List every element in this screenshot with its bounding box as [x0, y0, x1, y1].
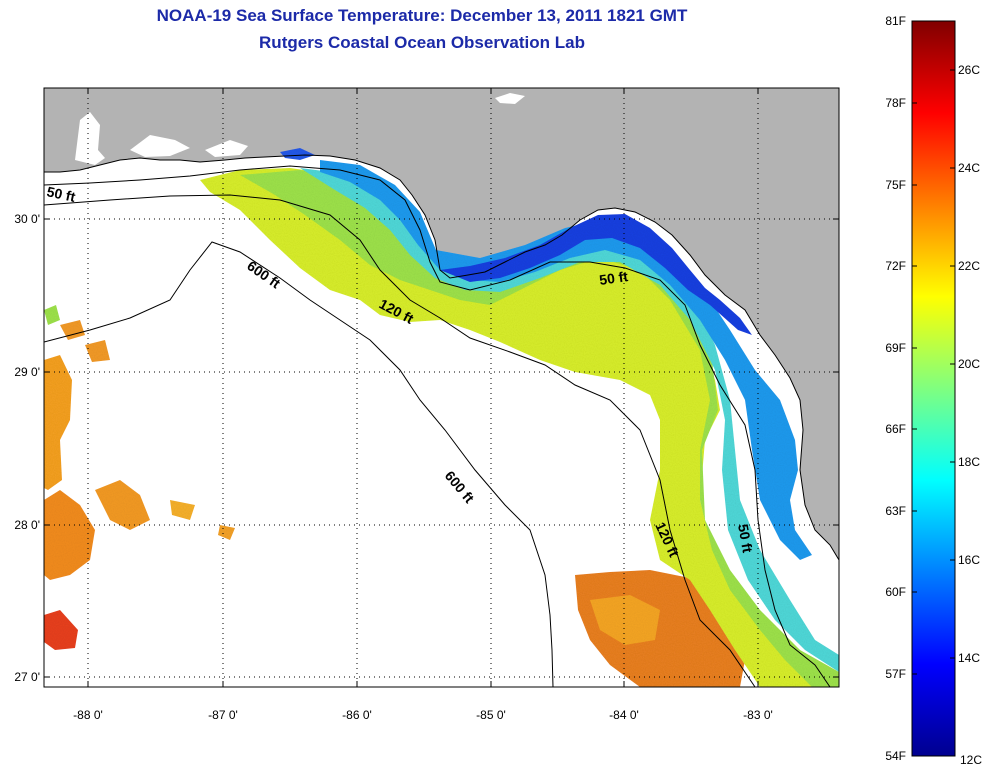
map-border [43, 87, 840, 688]
land-area [44, 88, 839, 560]
colorbar-label-f: 78F [885, 96, 906, 110]
colorbar-label-f: 66F [885, 422, 906, 436]
map-subtitle: Rutgers Coastal Ocean Observation Lab [259, 33, 585, 52]
colorbar-ticks [912, 69, 955, 675]
bay-area [495, 93, 525, 104]
x-tick-label: -84 0' [609, 708, 639, 722]
colorbar-label-f: 75F [885, 178, 906, 192]
contour-50ft [44, 165, 831, 687]
depth-contours [44, 165, 831, 687]
bay-area [130, 135, 190, 157]
bay-area [75, 112, 105, 165]
colorbar-label-f: 60F [885, 585, 906, 599]
map-title: NOAA-19 Sea Surface Temperature: Decembe… [156, 6, 688, 25]
contour-600ft [44, 241, 554, 687]
axis-ticks [44, 88, 839, 687]
colorbar-label-c: 22C [958, 259, 980, 273]
y-tick-label: 29 0' [14, 365, 40, 379]
colorbar-label-c: 18C [958, 455, 980, 469]
x-tick-label: -83 0' [743, 708, 773, 722]
contour-120ft [44, 194, 756, 687]
x-tick-label: -86 0' [342, 708, 372, 722]
x-tick-label: -88 0' [73, 708, 103, 722]
warm-sst-patches [44, 320, 745, 687]
colorbar-label-f: 72F [885, 259, 906, 273]
coastline [44, 154, 839, 561]
colorbar-label-c: 12C [960, 753, 982, 767]
colorbar-label-f: 81F [885, 14, 906, 28]
coastal-sst-band [44, 148, 839, 687]
colorbar [911, 20, 956, 757]
colorbar-label-f: 63F [885, 504, 906, 518]
y-tick-label: 30 0' [14, 212, 40, 226]
colorbar-label-f: 54F [885, 749, 906, 763]
contour-label: 50 ft [45, 183, 77, 205]
contour-label: 50 ft [598, 268, 629, 288]
colorbar-label-f: 57F [885, 667, 906, 681]
colorbar-label-c: 14C [958, 651, 980, 665]
x-tick-label: -85 0' [476, 708, 506, 722]
colorbar-label-c: 16C [958, 553, 980, 567]
x-tick-label: -87 0' [208, 708, 238, 722]
colorbar-label-c: 26C [958, 63, 980, 77]
contour-label: 50 ft [735, 523, 756, 554]
bay-area [205, 140, 248, 157]
y-tick-label: 27 0' [14, 670, 40, 684]
colorbar-label-f: 69F [885, 341, 906, 355]
colorbar-label-c: 20C [958, 357, 980, 371]
colorbar-label-c: 24C [958, 161, 980, 175]
y-tick-label: 28 0' [14, 518, 40, 532]
